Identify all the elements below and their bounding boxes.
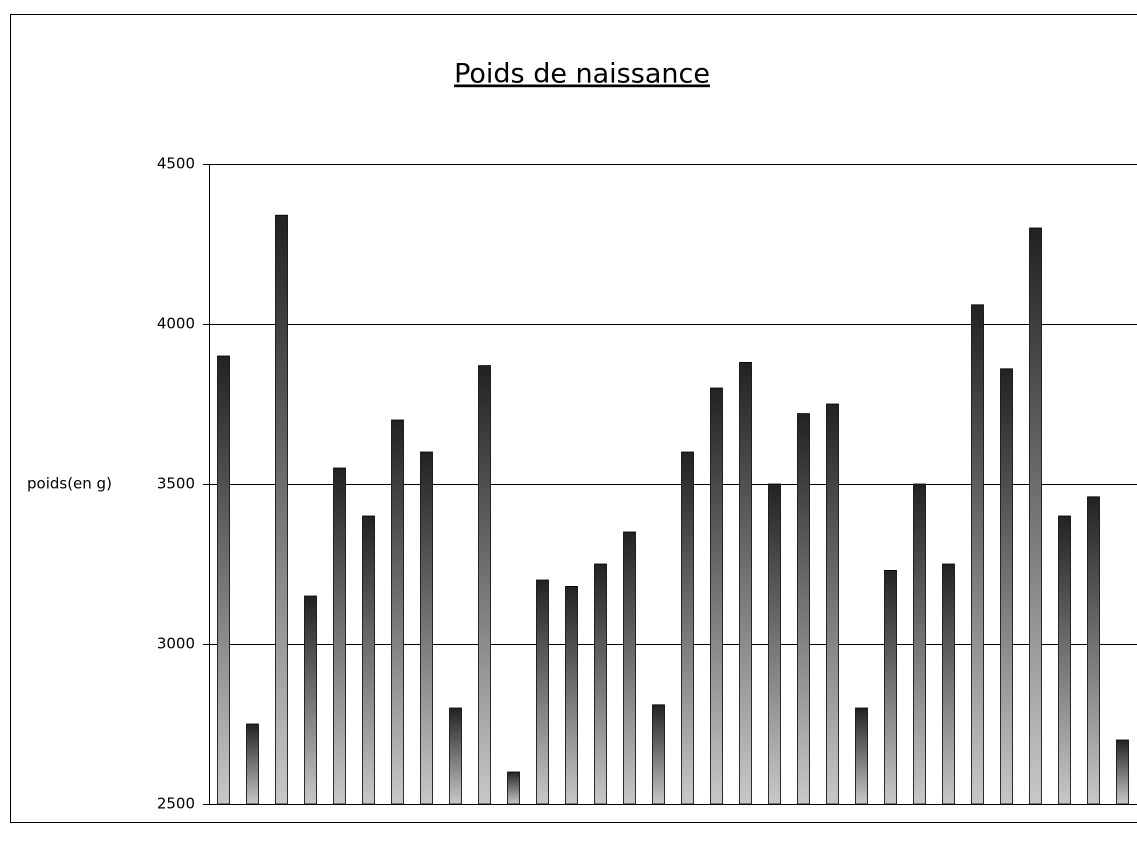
bar <box>797 413 810 805</box>
bar <box>1029 227 1042 805</box>
bar <box>536 579 549 805</box>
bar <box>1058 515 1071 805</box>
bar <box>768 483 781 805</box>
bar <box>246 723 259 805</box>
bar <box>1087 496 1100 805</box>
bar <box>652 704 665 805</box>
bar <box>391 419 404 805</box>
bar <box>420 451 433 805</box>
chart-border <box>10 14 1137 823</box>
y-tick-label: 2500 <box>157 795 195 813</box>
bar <box>681 451 694 805</box>
bar <box>710 387 723 805</box>
bar <box>971 304 984 805</box>
chart-title: Poids de naissance <box>454 59 710 90</box>
y-tick-label: 3000 <box>157 635 195 653</box>
bar <box>565 586 578 805</box>
bar <box>1116 739 1129 805</box>
bar <box>333 467 346 805</box>
bar <box>275 214 288 805</box>
y-axis-label: poids(en g) <box>27 475 112 493</box>
bar <box>594 563 607 805</box>
bar <box>362 515 375 805</box>
bar <box>449 707 462 805</box>
bar <box>942 563 955 805</box>
bar <box>478 365 491 805</box>
bar <box>884 570 897 805</box>
bar <box>507 771 520 805</box>
y-tick-label: 4000 <box>157 315 195 333</box>
y-tick-label: 3500 <box>157 475 195 493</box>
bar <box>855 707 868 805</box>
bar <box>623 531 636 805</box>
bar <box>826 403 839 805</box>
bar <box>739 361 752 805</box>
bar <box>304 595 317 805</box>
bar <box>1000 368 1013 805</box>
bar <box>913 483 926 805</box>
bar <box>217 355 230 805</box>
y-tick-label: 4500 <box>157 155 195 173</box>
